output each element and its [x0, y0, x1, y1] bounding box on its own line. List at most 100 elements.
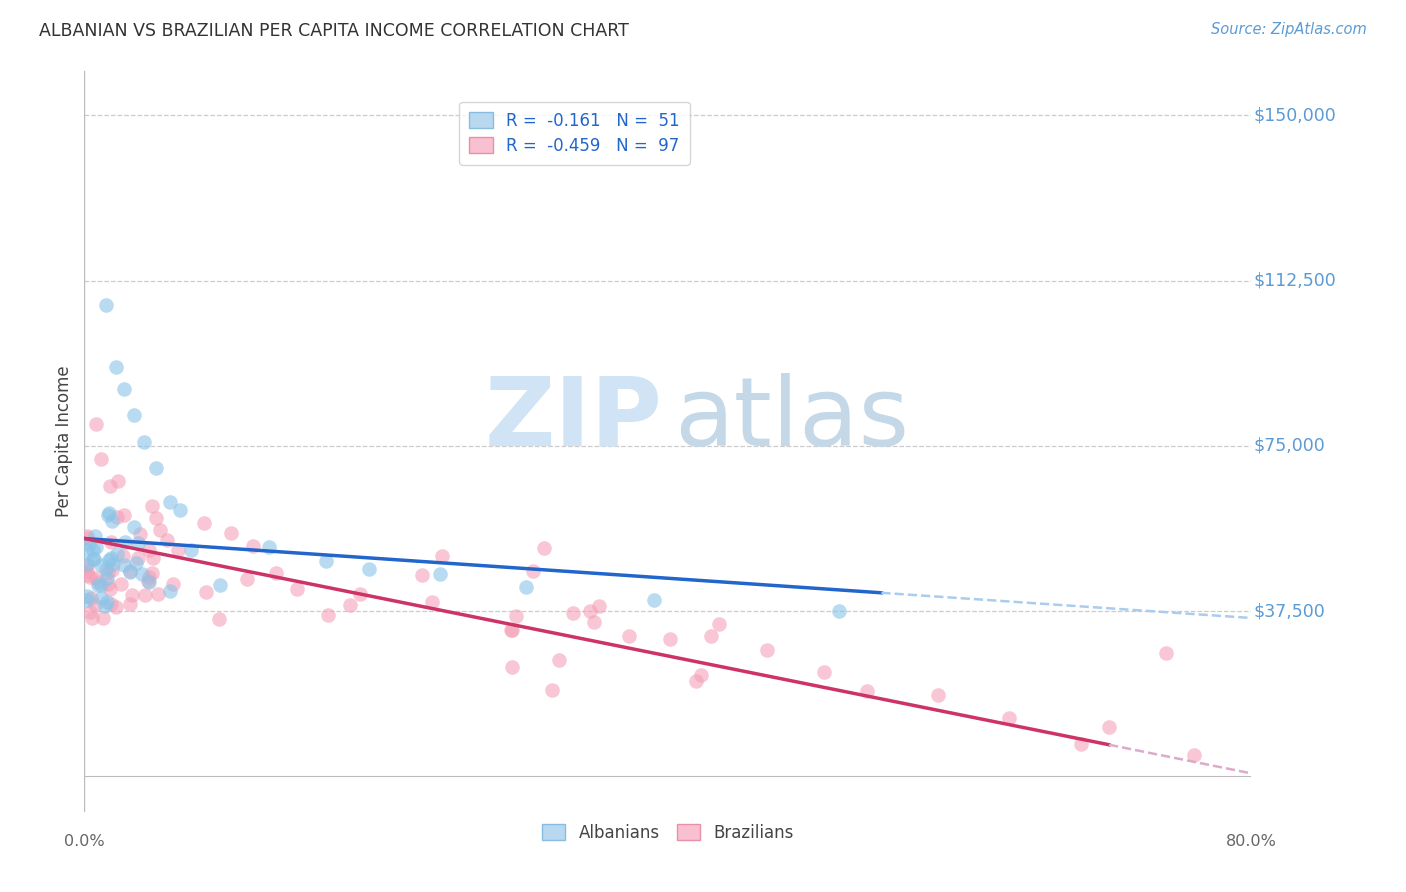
Point — [76, 557, 98, 571]
Point — [84, 598, 107, 612]
Point — [97, 565, 120, 579]
Text: $75,000: $75,000 — [1254, 437, 1326, 455]
Point — [120, 565, 142, 579]
Point — [690, 667, 713, 681]
Text: $150,000: $150,000 — [1254, 106, 1337, 124]
Point — [219, 526, 242, 541]
Point — [76, 592, 98, 607]
Point — [422, 595, 444, 609]
Point — [194, 585, 217, 599]
Point — [339, 598, 361, 612]
Point — [357, 562, 380, 576]
Text: 0.0%: 0.0% — [65, 834, 104, 849]
Point — [79, 605, 101, 619]
Point — [98, 478, 121, 492]
Point — [94, 599, 117, 614]
Point — [94, 298, 117, 312]
Point — [112, 382, 135, 396]
Point — [707, 617, 730, 632]
Point — [285, 582, 308, 596]
Point — [94, 562, 117, 576]
Point — [643, 593, 665, 607]
Point — [87, 578, 110, 592]
Point — [515, 580, 537, 594]
Point — [856, 684, 879, 698]
Point — [98, 553, 121, 567]
Point — [101, 564, 124, 578]
Point — [316, 607, 339, 622]
Point — [79, 537, 101, 551]
Point — [505, 608, 527, 623]
Point — [131, 567, 153, 582]
Point — [193, 516, 215, 530]
Point — [429, 566, 451, 581]
Point — [998, 711, 1021, 725]
Point — [100, 551, 122, 566]
Point — [79, 570, 101, 584]
Point — [90, 452, 112, 467]
Point — [76, 531, 98, 545]
Point — [98, 582, 121, 596]
Point — [97, 577, 120, 591]
Text: $37,500: $37,500 — [1254, 602, 1326, 620]
Point — [100, 534, 122, 549]
Point — [134, 434, 156, 449]
Point — [112, 508, 135, 522]
Point — [145, 510, 167, 524]
Point — [588, 599, 610, 614]
Point — [180, 543, 202, 558]
Point — [82, 611, 104, 625]
Point — [264, 566, 287, 581]
Legend: Albanians, Brazilians: Albanians, Brazilians — [531, 814, 804, 852]
Point — [76, 543, 98, 558]
Point — [101, 514, 124, 528]
Point — [1184, 748, 1206, 763]
Point — [84, 417, 107, 431]
Point — [110, 577, 132, 591]
Point — [658, 632, 681, 646]
Point — [127, 550, 149, 565]
Text: Source: ZipAtlas.com: Source: ZipAtlas.com — [1211, 22, 1367, 37]
Point — [114, 535, 136, 549]
Text: atlas: atlas — [673, 373, 908, 466]
Point — [134, 588, 156, 602]
Point — [82, 551, 104, 566]
Point — [700, 629, 723, 643]
Point — [96, 595, 118, 609]
Point — [533, 541, 555, 556]
Point — [235, 572, 257, 586]
Point — [411, 568, 433, 582]
Point — [91, 611, 114, 625]
Point — [138, 543, 160, 558]
Point — [112, 549, 135, 563]
Point — [76, 529, 98, 543]
Point — [501, 659, 523, 673]
Point — [98, 506, 121, 520]
Point — [242, 540, 264, 554]
Point — [90, 558, 112, 573]
Point — [522, 564, 544, 578]
Point — [105, 510, 128, 524]
Point — [104, 600, 127, 615]
Text: 80.0%: 80.0% — [1226, 834, 1277, 849]
Point — [120, 565, 142, 579]
Point — [166, 542, 188, 557]
Point — [169, 502, 191, 516]
Point — [105, 547, 128, 561]
Point — [146, 587, 169, 601]
Text: ZIP: ZIP — [484, 373, 662, 466]
Point — [90, 578, 112, 592]
Point — [562, 606, 585, 620]
Point — [547, 653, 569, 667]
Text: $112,500: $112,500 — [1254, 272, 1337, 290]
Point — [927, 688, 949, 702]
Point — [259, 541, 281, 555]
Point — [112, 558, 135, 572]
Point — [541, 683, 564, 698]
Point — [1098, 720, 1121, 734]
Point — [100, 597, 122, 611]
Point — [76, 564, 98, 578]
Point — [756, 642, 779, 657]
Point — [827, 604, 849, 618]
Text: ALBANIAN VS BRAZILIAN PER CAPITA INCOME CORRELATION CHART: ALBANIAN VS BRAZILIAN PER CAPITA INCOME … — [39, 22, 630, 40]
